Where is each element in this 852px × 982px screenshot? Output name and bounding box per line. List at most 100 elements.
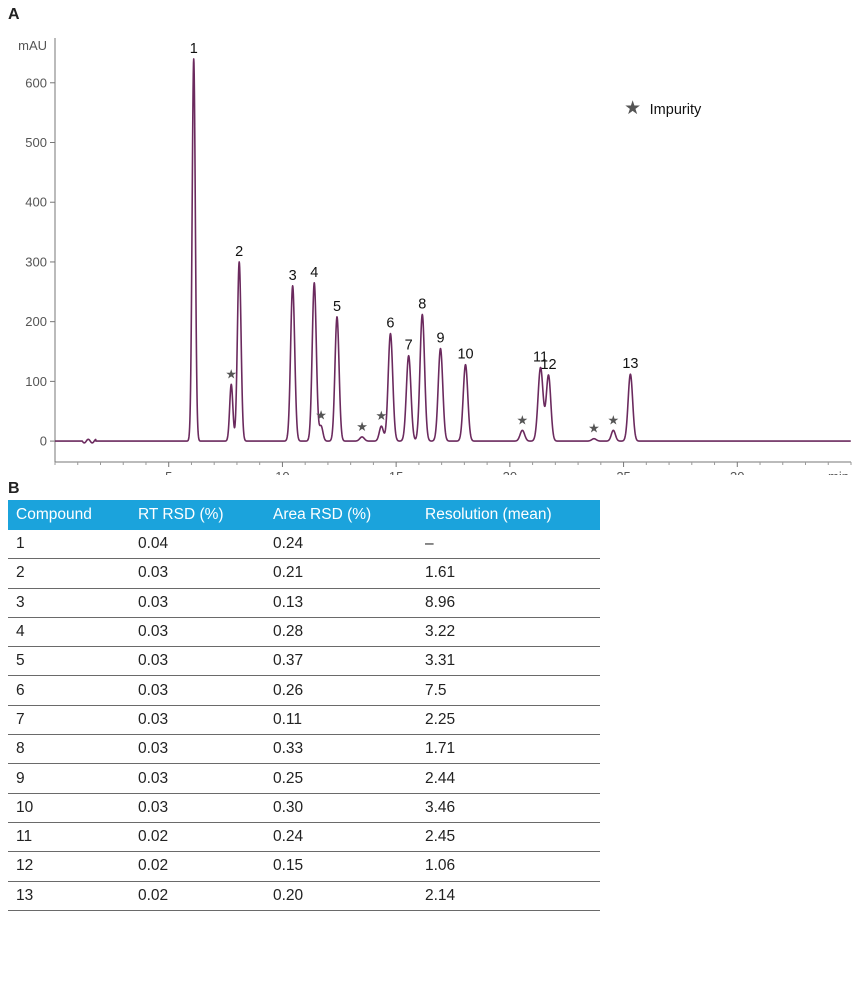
impurity-star-icon: ★ — [376, 408, 388, 423]
x-axis-label: min — [828, 469, 849, 475]
table-row: 6 0.03 0.26 7.5 — [8, 675, 600, 706]
y-tick-label: 0 — [40, 434, 47, 449]
table-cell: 0.02 — [130, 881, 265, 911]
table-cell: 0.25 — [265, 763, 417, 794]
y-axis-label: mAU — [18, 38, 47, 53]
peak-label: 2 — [235, 244, 243, 260]
results-table: Compound RT RSD (%) Area RSD (%) Resolution… — [8, 500, 600, 911]
table-row: 10 0.03 0.30 3.46 — [8, 793, 600, 823]
table-cell: 12 — [8, 851, 130, 882]
table-header-cell: RT RSD (%) — [130, 500, 265, 530]
table-cell: 2.45 — [417, 822, 600, 853]
table-body: 1 0.04 0.24–2 0.03 0.21 1.61 3 0.03 0.13 8.96 4 0.0… — [8, 530, 600, 911]
chart-axes: 010020030040050060051015202530mAUmin — [18, 38, 852, 475]
table-header-cell: Compound — [8, 500, 130, 530]
chromatogram-trace — [54, 58, 852, 444]
table-cell: 2 — [8, 558, 130, 589]
peak-label: 11 — [533, 350, 548, 366]
peak-label: 10 — [457, 347, 473, 363]
table-cell: 0.03 — [130, 646, 265, 677]
x-tick-label: 15 — [389, 469, 403, 475]
peak-label: 13 — [622, 356, 638, 372]
x-tick-label: 20 — [503, 469, 517, 475]
table-row: 5 0.03 0.37 3.31 — [8, 646, 600, 677]
table-cell: 9 — [8, 763, 130, 794]
table-row: 4 0.03 0.28 3.22 — [8, 617, 600, 648]
peak-label: 4 — [310, 265, 318, 281]
table-cell: 7.5 — [417, 675, 600, 706]
table-cell: 0.26 — [265, 675, 417, 706]
table-cell: 1.71 — [417, 734, 600, 765]
table-cell: 13 — [8, 881, 130, 911]
peak-label: 12 — [540, 357, 556, 373]
table-cell: 0.03 — [130, 588, 265, 618]
table-cell: 3 — [8, 588, 130, 618]
table-header-cell: Area RSD (%) — [265, 500, 417, 530]
table-row: 3 0.03 0.13 8.96 — [8, 588, 600, 618]
peak-label: 7 — [405, 338, 413, 354]
table-cell: 8.96 — [417, 588, 600, 618]
y-tick-label: 400 — [25, 195, 47, 210]
table-cell: 0.28 — [265, 617, 417, 648]
table-header-row: Compound RT RSD (%) Area RSD (%) Resolution… — [8, 500, 600, 530]
table-cell: 0.02 — [130, 851, 265, 882]
table-cell: 2.14 — [417, 881, 600, 911]
table-cell: 0.30 — [265, 793, 417, 823]
table-cell: 1.06 — [417, 851, 600, 882]
table-cell: 0.03 — [130, 763, 265, 794]
peak-label: 9 — [436, 331, 444, 347]
table-cell: 11 — [8, 822, 130, 853]
table-cell: 0.03 — [130, 793, 265, 823]
table-cell: 0.03 — [130, 558, 265, 589]
table-cell: 10 — [8, 793, 130, 823]
peak-label: 6 — [386, 316, 394, 332]
table-cell: 3.31 — [417, 646, 600, 677]
table-cell: 1 — [8, 530, 130, 560]
table-row: 12 0.02 0.15 1.06 — [8, 851, 600, 882]
table-cell: 0.37 — [265, 646, 417, 677]
impurity-star-icon: ★ — [517, 412, 529, 427]
table-cell: 0.24 — [265, 822, 417, 853]
table-row: 8 0.03 0.33 1.71 — [8, 734, 600, 765]
peak-label: 5 — [333, 299, 341, 315]
table-cell: 0.20 — [265, 881, 417, 911]
peak-label: 3 — [289, 268, 297, 284]
table-cell: 2.44 — [417, 763, 600, 794]
y-tick-label: 200 — [25, 314, 47, 329]
table-row: 2 0.03 0.21 1.61 — [8, 558, 600, 589]
chart-legend: ★ Impurity — [624, 98, 702, 119]
table-row: 1 0.04 0.24– — [8, 530, 600, 560]
y-tick-label: 600 — [25, 75, 47, 90]
table-cell: 2.25 — [417, 705, 600, 736]
table-cell: 0.03 — [130, 734, 265, 765]
table-cell: 5 — [8, 646, 130, 677]
panel-b-label: B — [8, 480, 20, 497]
table-cell: 0.13 — [265, 588, 417, 618]
results-table-container: Compound RT RSD (%) Area RSD (%) Resolution… — [8, 500, 600, 911]
peak-label: 1 — [190, 41, 198, 57]
table-cell: – — [417, 530, 600, 560]
table-row: 7 0.03 0.11 2.25 — [8, 705, 600, 736]
table-cell: 0.21 — [265, 558, 417, 589]
chromatogram-chart: 010020030040050060051015202530mAUmin 123… — [18, 38, 852, 475]
table-cell: 7 — [8, 705, 130, 736]
table-cell: 0.11 — [265, 705, 417, 736]
x-tick-label: 30 — [730, 469, 744, 475]
y-tick-label: 500 — [25, 135, 47, 150]
table-cell: 0.24 — [265, 530, 417, 560]
table-cell: 3.22 — [417, 617, 600, 648]
table-row: 13 0.02 0.20 2.14 — [8, 881, 600, 911]
x-tick-label: 10 — [275, 469, 289, 475]
impurity-star-icon: ★ — [356, 419, 368, 434]
table-cell: 0.02 — [130, 822, 265, 853]
table-cell: 0.03 — [130, 675, 265, 706]
table-cell: 0.04 — [130, 530, 265, 560]
table-cell: 0.03 — [130, 705, 265, 736]
impurity-star-icon: ★ — [588, 421, 600, 436]
table-cell: 8 — [8, 734, 130, 765]
table-cell: 4 — [8, 617, 130, 648]
y-tick-label: 100 — [25, 374, 47, 389]
impurity-star-icon: ★ — [225, 366, 237, 381]
table-row: 9 0.03 0.25 2.44 — [8, 763, 600, 794]
